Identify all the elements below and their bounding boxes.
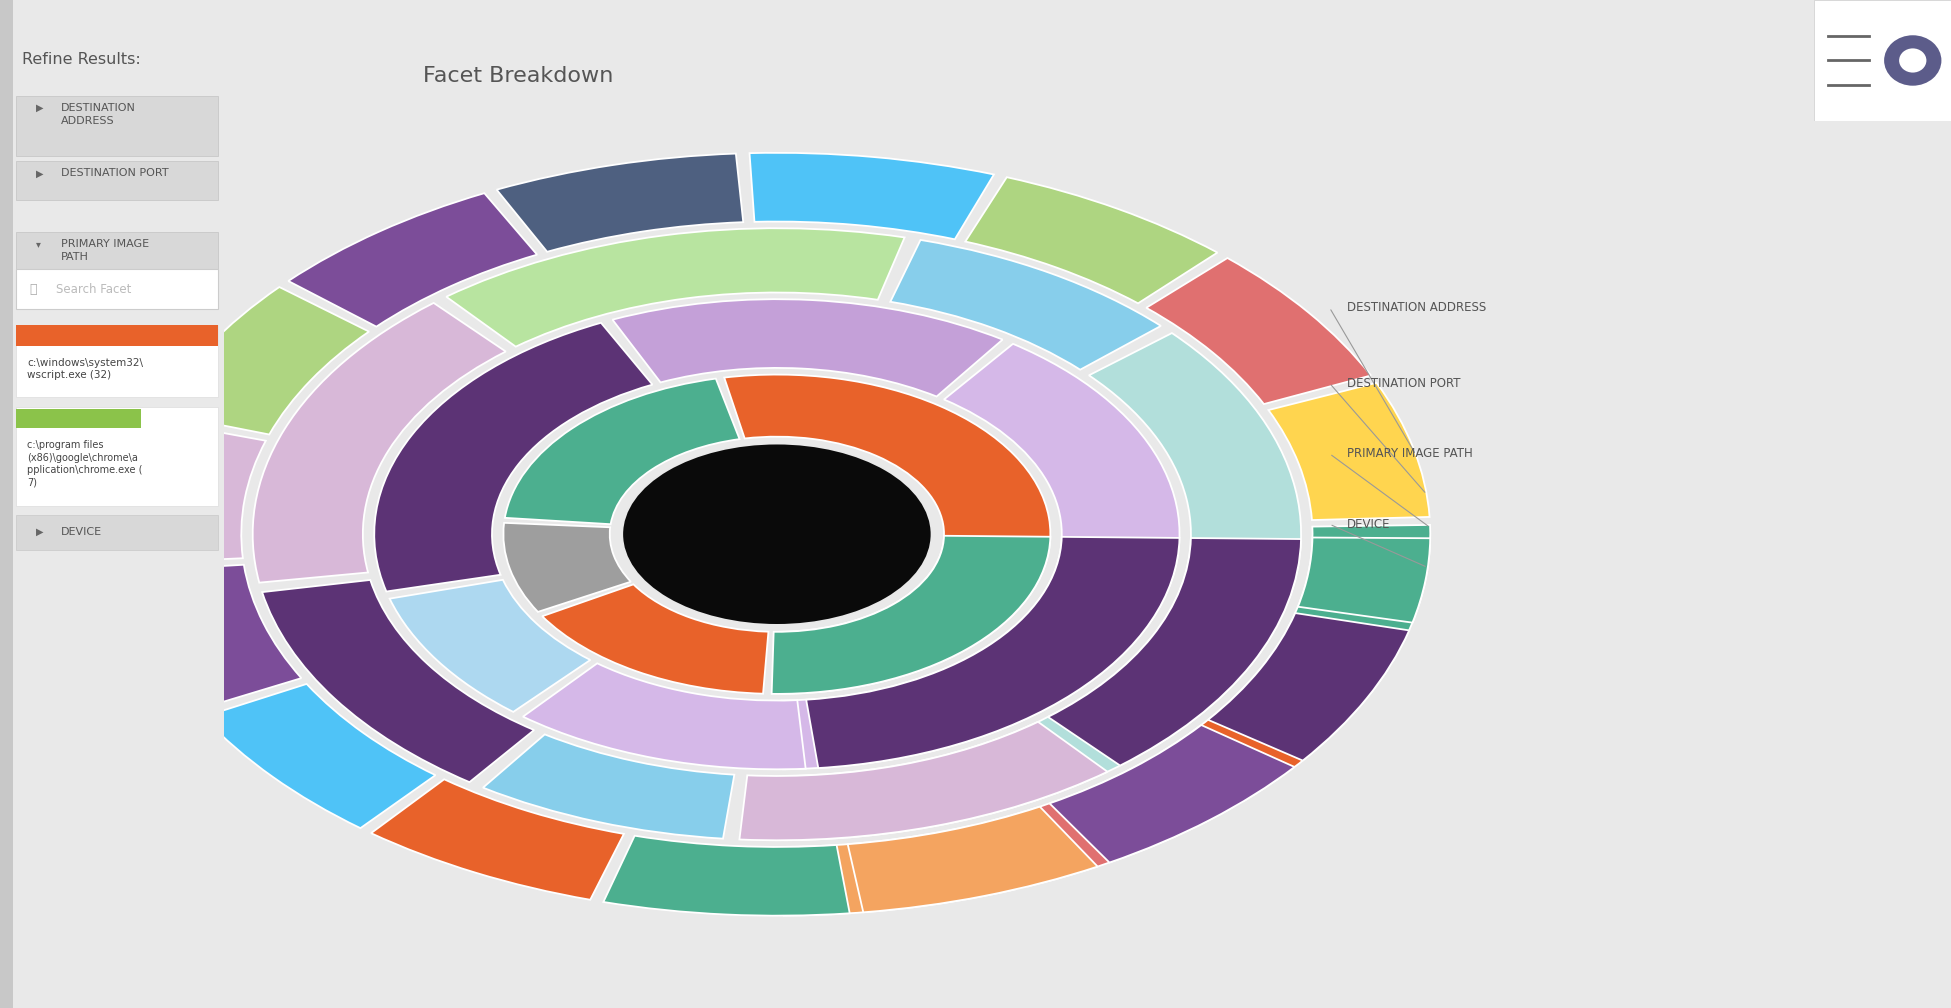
Wedge shape <box>603 836 851 915</box>
FancyBboxPatch shape <box>16 515 219 550</box>
Wedge shape <box>542 585 769 694</box>
Text: ▶: ▶ <box>35 527 43 537</box>
Wedge shape <box>806 537 1180 768</box>
Text: Refine Results:: Refine Results: <box>23 52 140 68</box>
Text: ▶: ▶ <box>35 103 43 113</box>
Wedge shape <box>1159 644 1389 801</box>
FancyBboxPatch shape <box>16 96 219 156</box>
Wedge shape <box>1208 613 1409 761</box>
Wedge shape <box>1282 525 1430 661</box>
Wedge shape <box>966 177 1217 303</box>
Text: ▶: ▶ <box>35 168 43 178</box>
Wedge shape <box>890 240 1161 370</box>
Bar <box>0 0 14 1008</box>
Text: DESTINATION
ADDRESS: DESTINATION ADDRESS <box>60 103 135 126</box>
Wedge shape <box>484 735 734 839</box>
Wedge shape <box>782 826 1015 915</box>
Circle shape <box>1898 48 1926 73</box>
Text: DESTINATION PORT: DESTINATION PORT <box>60 168 168 178</box>
Wedge shape <box>505 379 739 524</box>
Text: DESTINATION PORT: DESTINATION PORT <box>1346 377 1459 389</box>
Circle shape <box>1883 34 1943 87</box>
FancyBboxPatch shape <box>16 407 219 506</box>
Text: ⌕: ⌕ <box>29 283 37 295</box>
FancyBboxPatch shape <box>16 232 219 292</box>
Wedge shape <box>375 323 652 592</box>
Wedge shape <box>1048 538 1301 765</box>
Wedge shape <box>447 228 905 347</box>
Wedge shape <box>254 303 505 583</box>
Wedge shape <box>739 722 1108 841</box>
FancyBboxPatch shape <box>16 325 219 397</box>
FancyBboxPatch shape <box>1814 0 1951 121</box>
Text: Facet Breakdown: Facet Breakdown <box>423 66 613 86</box>
Wedge shape <box>613 299 1003 396</box>
Text: DEVICE: DEVICE <box>1346 518 1391 530</box>
Wedge shape <box>289 194 537 327</box>
Bar <box>16 409 140 428</box>
FancyBboxPatch shape <box>16 269 219 309</box>
Wedge shape <box>261 580 535 782</box>
FancyBboxPatch shape <box>16 161 219 200</box>
Wedge shape <box>498 153 743 252</box>
Wedge shape <box>158 287 369 434</box>
Wedge shape <box>127 564 300 710</box>
Text: DEVICE: DEVICE <box>60 527 101 537</box>
Circle shape <box>622 445 931 624</box>
Wedge shape <box>390 580 591 712</box>
Wedge shape <box>523 663 806 769</box>
Wedge shape <box>1268 383 1430 520</box>
Bar <box>16 325 219 346</box>
Wedge shape <box>983 758 1235 886</box>
Text: DESTINATION ADDRESS: DESTINATION ADDRESS <box>1346 301 1487 313</box>
Wedge shape <box>784 333 1301 841</box>
Text: c:\program files
(x86)\google\chrome\a
pplication\chrome.exe (
7): c:\program files (x86)\google\chrome\a p… <box>27 440 142 488</box>
Wedge shape <box>123 420 265 563</box>
Wedge shape <box>371 779 624 900</box>
Text: Search Facet: Search Facet <box>57 283 131 295</box>
Wedge shape <box>780 344 1180 769</box>
Text: PRIMARY IMAGE
PATH: PRIMARY IMAGE PATH <box>60 239 148 262</box>
Text: c:\windows\system32\
wscript.exe (32): c:\windows\system32\ wscript.exe (32) <box>27 358 142 380</box>
Wedge shape <box>1147 258 1372 404</box>
Wedge shape <box>849 806 1098 912</box>
Wedge shape <box>1050 725 1295 863</box>
Text: PRIMARY IMAGE PATH: PRIMARY IMAGE PATH <box>1346 448 1473 460</box>
Wedge shape <box>773 536 1050 694</box>
Wedge shape <box>724 375 1050 694</box>
Wedge shape <box>203 683 435 829</box>
Wedge shape <box>749 153 993 239</box>
Wedge shape <box>503 523 630 612</box>
Wedge shape <box>1297 537 1430 623</box>
Text: ▾: ▾ <box>35 239 41 249</box>
